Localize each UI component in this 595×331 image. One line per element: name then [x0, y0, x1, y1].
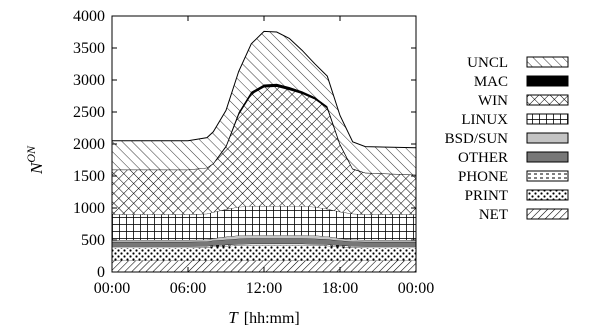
y-axis: 0 500 1000 1500 2000 2500 3000 3500 4000 — [73, 8, 416, 281]
legend-swatch — [526, 208, 569, 220]
x-axis-label-unit: [hh:mm] — [244, 310, 300, 327]
x-tick-label: 12:00 — [246, 280, 282, 297]
x-tick-label: 18:00 — [322, 280, 358, 297]
area-print — [112, 245, 416, 261]
legend-label: WIN — [478, 93, 508, 109]
legend-swatch — [526, 151, 569, 163]
x-tick-label: 00:00 — [398, 280, 434, 297]
legend-swatch — [526, 189, 569, 201]
area-phone — [112, 243, 416, 248]
area-uncl — [112, 31, 416, 175]
y-tick-label: 500 — [81, 232, 105, 249]
x-axis-label-symbol: T — [228, 308, 239, 327]
legend-label: UNCL — [467, 55, 508, 71]
legend-label: PRINT — [465, 188, 508, 204]
y-tick-label: 3000 — [73, 72, 105, 89]
legend-swatch — [526, 170, 569, 182]
area-win — [112, 86, 416, 215]
area-outline-uncl — [112, 30, 417, 149]
legend-swatch — [526, 56, 569, 68]
x-tick-label: 06:00 — [170, 280, 206, 297]
y-tick-label: 1000 — [73, 200, 105, 217]
legend-swatch — [526, 132, 569, 144]
legend-label: BSD/SUN — [445, 131, 509, 147]
y-axis-label: NON — [24, 145, 46, 175]
area-other — [112, 238, 416, 247]
y-tick-label: 2000 — [73, 136, 105, 153]
legend-label: NET — [479, 207, 508, 223]
legend-swatch — [526, 113, 569, 125]
y-tick-label: 3500 — [73, 40, 105, 57]
y-tick-label: 1500 — [73, 168, 105, 185]
legend: UNCL MAC WIN LINUX BSD/SUN OTHER PHONE PRINT NET — [445, 55, 569, 223]
y-axis-label-base: N — [27, 161, 46, 175]
y-axis-label-superscript: ON — [24, 145, 38, 163]
x-tick-label: 00:00 — [94, 280, 130, 297]
area-layers — [112, 30, 417, 272]
legend-swatch — [526, 94, 569, 106]
y-tick-label: 0 — [97, 264, 105, 281]
legend-label: LINUX — [461, 112, 508, 128]
legend-swatch — [526, 75, 569, 87]
x-axis: 00:00 06:00 12:00 18:00 00:00 — [94, 16, 434, 297]
legend-label: MAC — [474, 74, 508, 90]
y-tick-label: 2500 — [73, 104, 105, 121]
x-axis-label: T [hh:mm] — [228, 308, 299, 327]
legend-label: OTHER — [458, 150, 508, 166]
y-tick-label: 4000 — [73, 8, 105, 25]
legend-label: PHONE — [458, 169, 508, 185]
